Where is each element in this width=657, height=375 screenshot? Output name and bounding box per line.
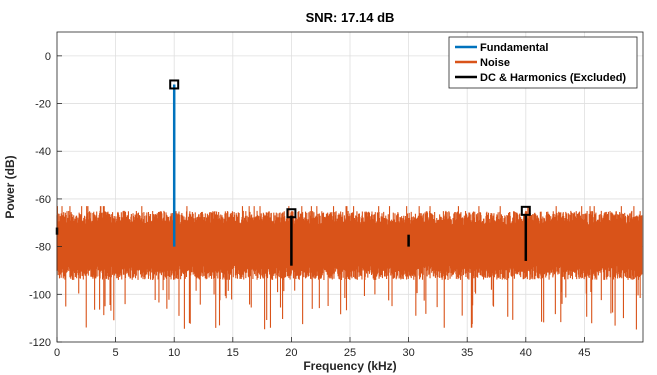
x-tick-label: 40	[520, 347, 532, 359]
y-tick-label: -80	[35, 242, 51, 254]
legend-label-fundamental: Fundamental	[480, 42, 548, 54]
legend-label-noise: Noise	[480, 57, 510, 69]
y-tick-label: -120	[29, 337, 51, 349]
peak-marker	[286, 208, 297, 219]
x-axis-title: Frequency (kHz)	[303, 359, 396, 373]
y-axis-title: Power (dB)	[3, 155, 17, 218]
peak-marker	[169, 79, 180, 90]
legend-box	[448, 36, 638, 89]
y-tick-label: -40	[35, 146, 51, 158]
x-tick-label: 30	[402, 347, 414, 359]
y-tick-label: -20	[35, 99, 51, 111]
x-tick-label: 45	[578, 347, 590, 359]
legend: Fundamental Noise DC & Harmonics (Exclud…	[448, 36, 638, 89]
y-tick-label: -60	[35, 194, 51, 206]
ticks: 0 5 10 15 20 25 30 35 40 45 0 -20 -40 -60 -80 -100 -120	[29, 51, 591, 359]
peak-marker	[520, 205, 531, 216]
x-tick-label: 10	[168, 347, 180, 359]
y-tick-label: 0	[45, 51, 51, 63]
chart-title: SNR: 17.14 dB	[306, 10, 395, 25]
x-tick-label: 15	[227, 347, 239, 359]
legend-label-harmonics: DC & Harmonics (Excluded)	[480, 72, 626, 84]
x-tick-label: 5	[113, 347, 119, 359]
y-tick-label: -100	[29, 289, 51, 301]
x-tick-label: 20	[285, 347, 297, 359]
x-tick-label: 0	[54, 347, 60, 359]
x-tick-label: 35	[461, 347, 473, 359]
x-tick-label: 25	[344, 347, 356, 359]
